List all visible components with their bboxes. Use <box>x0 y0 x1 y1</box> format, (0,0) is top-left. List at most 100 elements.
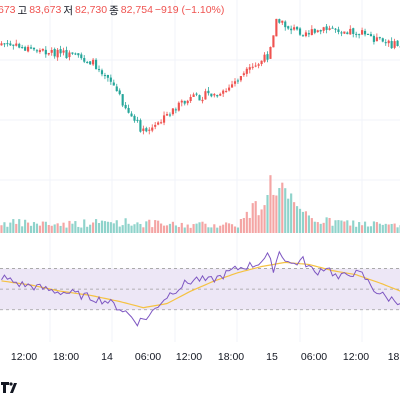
volume-bar <box>80 228 82 233</box>
candle-body <box>355 34 357 35</box>
volume-bar <box>299 209 301 233</box>
candle-body <box>343 31 345 33</box>
candle-body <box>323 27 325 31</box>
candle-body <box>130 114 132 117</box>
volume-bar <box>349 226 351 233</box>
candle-body <box>258 64 260 65</box>
candle-body <box>195 94 197 95</box>
candle-body <box>219 94 221 96</box>
candle-body <box>139 120 141 132</box>
candle-body <box>367 34 369 35</box>
candle-body <box>293 27 295 29</box>
volume-bar <box>175 225 177 233</box>
time-axis-label: 14 <box>101 351 113 363</box>
candle-body <box>278 19 280 23</box>
candle-body <box>370 34 372 36</box>
candle-body <box>51 50 53 53</box>
volume-bar <box>145 221 147 233</box>
tradingview-logo-icon[interactable] <box>0 378 18 396</box>
close-value: 82,754 <box>121 4 153 16</box>
candle-body <box>136 120 138 121</box>
volume-bar <box>163 226 165 233</box>
candle-body <box>331 28 333 29</box>
volume-bar <box>24 220 26 233</box>
volume-bar <box>255 201 257 233</box>
candle-body <box>352 28 354 34</box>
volume-bar <box>334 220 336 233</box>
candle-body <box>210 94 212 97</box>
candle-body <box>104 75 106 76</box>
volume-bar <box>15 224 17 233</box>
volume-bar <box>358 222 360 233</box>
volume-bar <box>157 221 159 233</box>
volume-bar <box>101 221 103 233</box>
candle-body <box>373 36 375 42</box>
volume-bar <box>323 223 325 233</box>
volume-bar <box>139 224 141 233</box>
candle-body <box>213 94 215 95</box>
candle-body <box>113 83 115 86</box>
candle-body <box>228 88 230 91</box>
candle-body <box>60 49 62 53</box>
volume-bar <box>154 220 156 233</box>
candle-body <box>246 69 248 74</box>
candle-body <box>184 101 186 104</box>
volume-bar <box>263 205 265 233</box>
rsi-panel <box>0 269 400 310</box>
candle-body <box>65 50 67 58</box>
volume-bar <box>160 224 162 233</box>
volume-bar <box>379 224 381 233</box>
volume-bar <box>216 228 218 233</box>
volume-bar <box>311 218 313 233</box>
volume-bar <box>62 223 64 233</box>
candle-body <box>39 50 41 52</box>
volume-bar <box>201 222 203 233</box>
volume-bar <box>65 228 67 233</box>
candle-body <box>45 50 47 54</box>
volume-bar <box>213 224 215 233</box>
time-axis-label: 12:00 <box>11 351 37 363</box>
candle-body <box>172 109 174 115</box>
candle-body <box>364 31 366 34</box>
volume-bar <box>394 224 396 233</box>
candle-body <box>193 94 195 97</box>
volume-bar <box>243 218 245 233</box>
candle-body <box>308 33 310 34</box>
candle-body <box>178 103 180 111</box>
candle-body <box>314 29 316 33</box>
low-value: 82,730 <box>75 4 107 16</box>
candle-body <box>71 52 73 53</box>
volume-bar <box>225 222 227 233</box>
candle-body <box>181 101 183 103</box>
candle-body <box>266 54 268 60</box>
volume-bar <box>317 222 319 233</box>
candle-body <box>128 108 130 113</box>
high-value: 83,673 <box>29 4 61 16</box>
volume-bar <box>396 227 398 233</box>
candle-body <box>3 43 5 44</box>
candle-body <box>207 91 209 93</box>
candle-body <box>83 58 85 62</box>
candle-body <box>263 55 265 62</box>
volume-bar <box>74 221 76 233</box>
candle-body <box>379 37 381 38</box>
volume-bar <box>275 196 277 233</box>
candle-body <box>216 95 218 96</box>
candle-body <box>299 28 301 34</box>
volume-bar <box>92 222 94 233</box>
volume-bar <box>130 226 132 233</box>
candle-body <box>320 30 322 31</box>
time-axis-label: 18:00 <box>53 351 79 363</box>
candle-body <box>98 69 100 70</box>
volume-bar <box>48 225 50 233</box>
close-label: 종 <box>109 3 119 18</box>
candle-body <box>125 105 127 108</box>
candle-body <box>346 32 348 34</box>
candle-body <box>311 29 313 35</box>
volume-bar <box>36 224 38 233</box>
candle-body <box>42 49 44 51</box>
volume-bar <box>252 203 254 233</box>
time-axis-label: 15 <box>266 351 278 363</box>
